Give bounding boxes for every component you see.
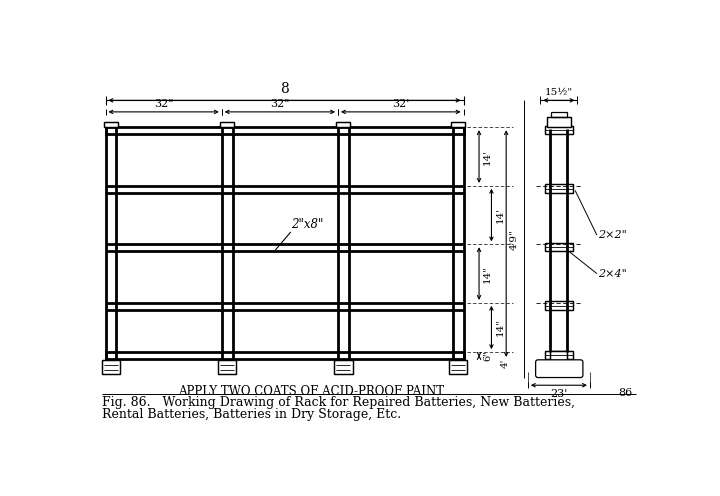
Bar <box>334 360 353 373</box>
Text: 14': 14' <box>495 207 504 223</box>
Bar <box>550 351 567 360</box>
Bar <box>451 122 465 127</box>
Bar <box>104 122 118 127</box>
Text: 14": 14" <box>495 318 504 336</box>
Bar <box>545 301 573 310</box>
Text: Fig. 86.   Working Drawing of Rack for Repaired Batteries, New Batteries,: Fig. 86. Working Drawing of Rack for Rep… <box>102 396 575 409</box>
Bar <box>545 243 573 251</box>
Bar <box>106 127 464 134</box>
Text: 32": 32" <box>270 99 289 109</box>
Bar <box>545 351 573 359</box>
Text: 86: 86 <box>618 387 632 398</box>
Bar <box>218 360 236 373</box>
Bar <box>102 360 120 373</box>
Text: 32": 32" <box>154 99 174 109</box>
Text: 23': 23' <box>550 389 567 399</box>
Bar <box>545 126 573 134</box>
Text: 14': 14' <box>483 148 492 165</box>
Bar <box>545 126 573 134</box>
Bar <box>336 122 351 127</box>
FancyBboxPatch shape <box>536 360 583 377</box>
Text: 15½": 15½" <box>545 88 573 97</box>
Bar <box>451 122 465 127</box>
Bar <box>334 360 353 373</box>
Bar <box>449 360 467 373</box>
Bar <box>545 301 573 310</box>
Bar <box>449 360 467 373</box>
Text: 14": 14" <box>483 264 492 283</box>
Text: 32': 32' <box>392 99 410 109</box>
Text: 2×4": 2×4" <box>598 268 626 279</box>
Bar <box>545 184 573 193</box>
Bar <box>336 122 351 127</box>
Bar <box>106 352 464 359</box>
Bar <box>545 351 573 359</box>
Bar <box>220 122 234 127</box>
Text: 2×2": 2×2" <box>598 230 626 240</box>
Text: 6": 6" <box>483 351 492 362</box>
Bar <box>220 122 234 127</box>
Bar <box>545 243 573 251</box>
Bar <box>104 122 118 127</box>
Bar <box>102 360 120 373</box>
Bar <box>545 184 573 193</box>
Bar <box>218 360 236 373</box>
Text: APPLY TWO COATS OF ACID-PROOF PAINT: APPLY TWO COATS OF ACID-PROOF PAINT <box>178 384 444 398</box>
Bar <box>547 117 570 127</box>
Bar <box>551 112 567 117</box>
Text: 2"x8": 2"x8" <box>292 218 324 231</box>
Bar <box>547 117 570 127</box>
Text: 4': 4' <box>500 358 510 368</box>
Text: 4'9": 4'9" <box>510 229 519 250</box>
Bar <box>550 351 567 360</box>
Text: Rental Batteries, Batteries in Dry Storage, Etc.: Rental Batteries, Batteries in Dry Stora… <box>102 408 401 422</box>
Text: 8: 8 <box>280 82 289 97</box>
